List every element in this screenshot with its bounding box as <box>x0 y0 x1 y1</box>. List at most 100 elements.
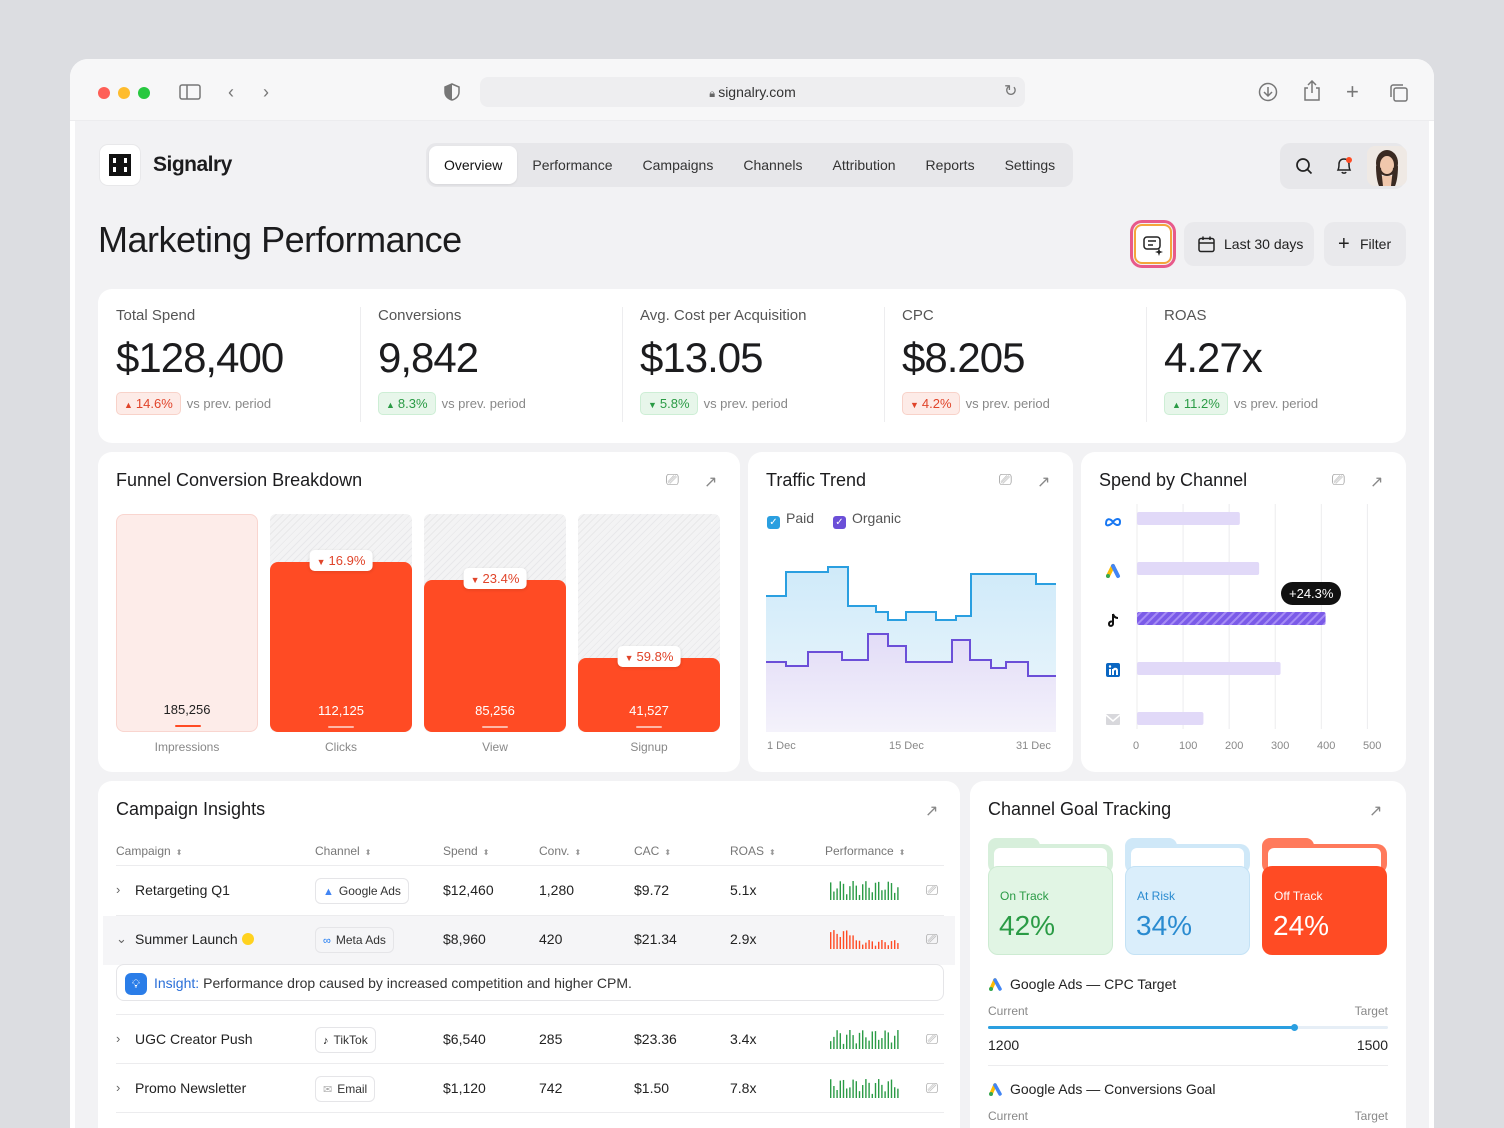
ai-insight-icon[interactable]: ⎚ <box>926 1031 939 1048</box>
column-header[interactable]: Performance ⬍ <box>825 844 905 858</box>
reload-icon[interactable]: ↻ <box>1004 83 1018 100</box>
folder-off-track[interactable]: Off Track 24% <box>1262 838 1387 955</box>
drop-chip: ▼ 59.8% <box>617 646 681 667</box>
legend-organic[interactable]: ✓ Organic <box>833 510 901 529</box>
column-header[interactable]: Conv. ⬍ <box>539 844 581 858</box>
ai-insight-icon[interactable]: ⎚ <box>926 931 939 948</box>
ai-insight-icon[interactable]: ⎚ <box>1332 472 1345 489</box>
cell-roas: 3.4x <box>730 1031 757 1047</box>
cell-roas: 2.9x <box>730 931 757 947</box>
tab-settings[interactable]: Settings <box>1004 157 1056 173</box>
funnel-stage-view[interactable]: 85,256 ▼ 23.4% <box>424 514 566 732</box>
kpi-label: Conversions <box>378 307 462 324</box>
campaign-name-text: UGC Creator Push <box>135 1031 253 1047</box>
folder-on-track[interactable]: On Track 42% <box>988 838 1113 955</box>
tab-attribution[interactable]: Attribution <box>832 157 896 173</box>
cell-spend: $1,120 <box>443 1080 486 1096</box>
new-tab-icon[interactable]: + <box>1346 79 1359 104</box>
progress-knob[interactable] <box>1291 1024 1299 1031</box>
table-row[interactable]: ⌄ Summer Launch ∞ Meta Ads $8,960 420 $21.34 2.… <box>103 916 955 965</box>
column-header[interactable]: Spend ⬍ <box>443 844 489 858</box>
expand-icon[interactable]: ↗ <box>1037 474 1051 491</box>
delta-value: 14.6% <box>135 396 173 411</box>
cell-conv: 1,280 <box>539 882 575 898</box>
tab-channels[interactable]: Channels <box>743 157 803 173</box>
kpi-delta-row: ▲ 11.2% vs prev. period <box>1164 392 1414 415</box>
tabs-icon[interactable] <box>1389 83 1409 103</box>
folder-at-risk[interactable]: At Risk 34% <box>1125 838 1250 955</box>
share-icon[interactable] <box>1303 80 1321 102</box>
tab-reports[interactable]: Reports <box>925 157 975 173</box>
date-range-button[interactable]: Last 30 days <box>1184 222 1314 266</box>
kpi-label: Avg. Cost per Acquisition <box>640 307 807 324</box>
sidebar-icon[interactable] <box>179 84 201 100</box>
forward-icon[interactable]: › <box>263 82 269 102</box>
filter-button[interactable]: + Filter <box>1324 222 1406 266</box>
cell-cac: $21.34 <box>634 931 677 947</box>
table-row[interactable]: › Retargeting Q1 ▲ Google Ads $12,460 1,280 $9… <box>103 867 955 916</box>
spend-bar-linkedin[interactable] <box>1137 662 1281 675</box>
funnel-stage-clicks[interactable]: 112,125 ▼ 16.9% <box>270 514 412 732</box>
expand-icon[interactable]: ↗ <box>925 803 939 820</box>
kpi-value: 9,842 <box>378 334 479 381</box>
spend-bar-email[interactable] <box>1137 712 1204 725</box>
ai-insight-icon[interactable]: ⎚ <box>999 472 1012 489</box>
spend-bar-google-ads[interactable] <box>1137 562 1260 575</box>
cell-spend: $8,960 <box>443 931 486 947</box>
ai-insight-icon[interactable]: ⎚ <box>926 1080 939 1097</box>
minimize-dot[interactable] <box>118 87 130 99</box>
maximize-dot[interactable] <box>138 87 150 99</box>
spend-bar-tiktok[interactable] <box>1137 612 1326 625</box>
bell-icon[interactable] <box>1335 156 1353 176</box>
expand-icon[interactable]: ↗ <box>704 474 718 491</box>
kpi-value: 4.27x <box>1164 334 1263 381</box>
spend-chart <box>1104 504 1368 729</box>
avatar[interactable] <box>1367 146 1407 186</box>
delta-value: 11.2% <box>1183 396 1220 411</box>
ai-insight-icon[interactable]: ⎚ <box>926 882 939 899</box>
funnel-stage-impressions[interactable]: 185,256 <box>116 514 258 732</box>
sort-icon: ⬍ <box>574 848 582 857</box>
brand-logo[interactable] <box>100 145 140 185</box>
column-header[interactable]: Campaign ⬍ <box>116 844 182 858</box>
funnel-bar: 185,256 <box>116 514 258 732</box>
close-dot[interactable] <box>98 87 110 99</box>
chevron-right-icon[interactable]: › <box>116 1080 121 1095</box>
table-row[interactable]: › UGC Creator Push ♪ TikTok $6,540 285 $23.36 3… <box>103 1016 955 1065</box>
legend-paid[interactable]: ✓ Paid <box>767 510 814 529</box>
tab-performance[interactable]: Performance <box>532 157 613 173</box>
search-icon[interactable] <box>1295 157 1313 175</box>
x-tick-start: 1 Dec <box>767 740 796 752</box>
download-icon[interactable] <box>1258 82 1278 102</box>
funnel-stage-signup[interactable]: 41,527 ▼ 59.8% <box>578 514 720 732</box>
chevron-right-icon[interactable]: › <box>116 882 121 897</box>
cell-cac: $1.50 <box>634 1080 670 1096</box>
kpi-1: Conversions 9,842 ▲ 8.3% vs prev. period <box>378 307 628 415</box>
column-header[interactable]: CAC ⬍ <box>634 844 671 858</box>
funnel-label: Impressions <box>154 740 220 754</box>
spend-bar-meta[interactable] <box>1137 512 1240 525</box>
chevron-down-icon[interactable]: ⌄ <box>116 931 127 946</box>
campaign-name: UGC Creator Push <box>135 1031 252 1047</box>
ai-assistant-button[interactable] <box>1132 222 1174 266</box>
expand-icon[interactable]: ↗ <box>1369 803 1383 820</box>
shield-icon[interactable] <box>444 83 460 101</box>
column-header[interactable]: Channel ⬍ <box>315 844 371 858</box>
chevron-right-icon[interactable]: › <box>116 1031 121 1046</box>
channel-name: Email <box>337 1082 368 1096</box>
tab-overview[interactable]: Overview <box>429 146 518 184</box>
triangle-up-icon: ▲ <box>386 400 395 410</box>
organic-area <box>766 634 1056 732</box>
table-row[interactable]: › Promo Newsletter ✉ Email $1,120 742 $1.50 7.8… <box>103 1065 955 1114</box>
tab-campaigns[interactable]: Campaigns <box>642 157 714 173</box>
performance-sparkline <box>830 881 899 900</box>
campaign-name: Promo Newsletter <box>135 1080 246 1096</box>
sort-icon: ⬍ <box>482 848 490 857</box>
expand-icon[interactable]: ↗ <box>1370 474 1384 491</box>
back-icon[interactable]: ‹ <box>228 82 234 102</box>
ai-insight-icon[interactable]: ⎚ <box>666 472 679 489</box>
campaign-insights-card: Campaign Insights ↗ Campaign ⬍ Channel ⬍ Spe… <box>98 781 960 1128</box>
column-header[interactable]: ROAS ⬍ <box>730 844 776 858</box>
address-bar[interactable]: 🔒︎ signalry.com <box>480 77 1025 107</box>
url-text: signalry.com <box>718 84 796 100</box>
